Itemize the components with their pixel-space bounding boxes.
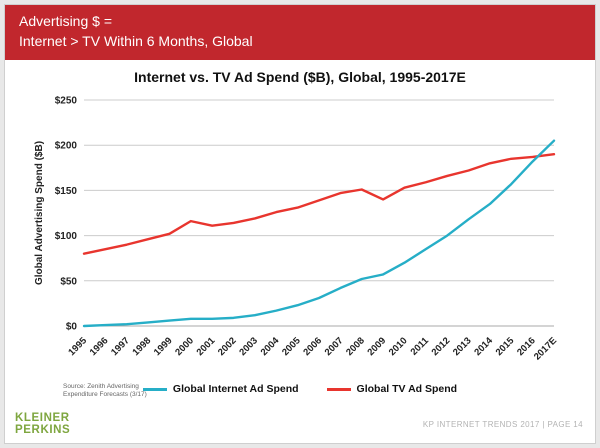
slide-header: Advertising $ = Internet > TV Within 6 M…: [5, 5, 595, 61]
series-line-internet: [82, 139, 556, 328]
legend: Source: Zenith Advertising Expenditure F…: [5, 380, 595, 398]
logo-line2: PERKINS: [15, 424, 71, 436]
x-tick-label: 2014: [472, 335, 495, 358]
x-tick-label: 2012: [430, 336, 453, 359]
x-tick-label: 1998: [130, 336, 153, 359]
y-tick-label: $150: [55, 186, 78, 197]
x-tick-label: 2007: [323, 336, 346, 359]
internet-line-swatch: [142, 387, 167, 391]
series-line-tv: [82, 153, 556, 256]
x-tick-label: 2003: [237, 336, 260, 359]
x-tick-label: 2000: [173, 336, 196, 359]
kleiner-perkins-logo: KLEINER PERKINS: [15, 412, 70, 437]
ad-spend-line-chart: $0 $50 $100 $150 $200 $250 1995199619971998199…: [34, 96, 559, 363]
x-tick-label: 1995: [66, 335, 89, 358]
x-tick-label: 2001: [195, 335, 218, 358]
y-tick-label: $250: [55, 96, 78, 107]
source-note: Source: Zenith Advertising Expenditure F…: [63, 383, 147, 398]
chart-title: Internet vs. TV Ad Spend ($B), Global, 1…: [134, 69, 466, 86]
x-tick-label: 1996: [88, 336, 111, 359]
footer-credit: KP INTERNET TRENDS 2017 | PAGE 14: [423, 420, 583, 429]
slide-footer: KLEINER PERKINS KP INTERNET TRENDS 2017 …: [5, 409, 595, 443]
x-tick-label: 2002: [216, 336, 239, 359]
x-tick-label: 2015: [494, 335, 517, 358]
x-tick-label: 2008: [344, 336, 367, 359]
header-line1: Advertising $ =: [19, 13, 112, 29]
x-tick-label: 1999: [152, 336, 175, 359]
x-tick-label: 2010: [387, 336, 410, 359]
logo-line1: KLEINER: [15, 411, 70, 424]
x-tick-label: 2004: [259, 335, 282, 358]
x-tick-label: 2009: [365, 336, 388, 359]
legend-item-tv: Global TV Ad Spend: [326, 383, 458, 396]
legend-item-internet: Global Internet Ad Spend: [142, 383, 299, 396]
chart-area: $0 $50 $100 $150 $200 $250 1995 1996 1997 1998 199…: [5, 88, 595, 384]
header-line2: Internet > TV Within 6 Months, Global: [19, 32, 253, 49]
legend-label-tv: Global TV Ad Spend: [356, 383, 458, 396]
footer-credit-text: KP INTERNET TRENDS 2017 | PAGE 14: [422, 419, 583, 429]
y-tick-label: $50: [60, 276, 77, 287]
x-tick-label: 2006: [301, 336, 324, 359]
x-tick-label: 2011: [409, 335, 432, 358]
y-axis-title: Global Advertising Spend ($B): [34, 141, 45, 285]
x-tick-label: 2013: [451, 336, 474, 359]
slide: Advertising $ = Internet > TV Within 6 M…: [4, 4, 596, 444]
y-tick-label: $100: [55, 231, 78, 242]
y-tick-label: $0: [66, 322, 78, 333]
y-tick-label: $200: [55, 141, 78, 152]
legend-label-internet: Global Internet Ad Spend: [172, 383, 299, 396]
x-tick-label: 2005: [280, 335, 303, 358]
x-tick-label: 1997: [109, 336, 132, 359]
tv-line-swatch: [326, 387, 351, 391]
x-tick-label: 2017E: [532, 336, 559, 363]
